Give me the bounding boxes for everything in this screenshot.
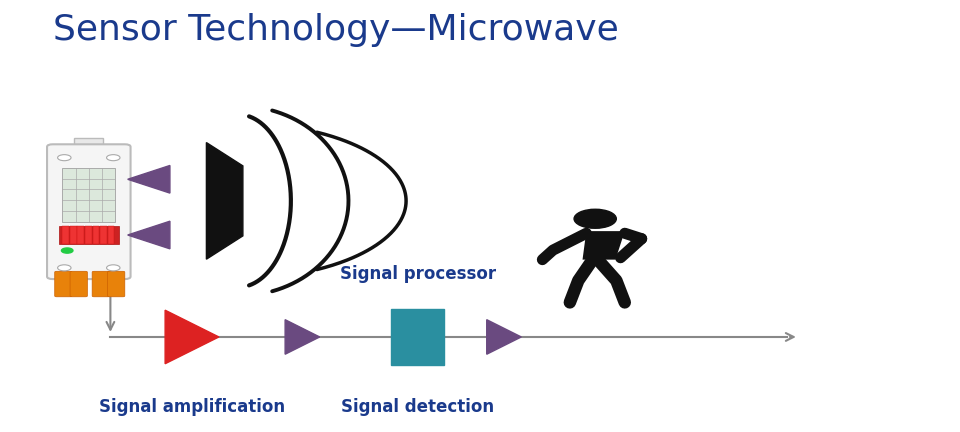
FancyBboxPatch shape bbox=[70, 271, 87, 297]
Bar bbox=[75, 138, 104, 149]
Text: Signal processor: Signal processor bbox=[340, 265, 495, 283]
Text: Sensor Technology—Microwave: Sensor Technology—Microwave bbox=[53, 13, 618, 47]
Circle shape bbox=[58, 155, 71, 161]
Polygon shape bbox=[285, 320, 320, 354]
Polygon shape bbox=[206, 143, 243, 259]
FancyBboxPatch shape bbox=[92, 271, 109, 297]
Circle shape bbox=[107, 265, 120, 271]
Bar bbox=[85, 226, 91, 244]
Bar bbox=[78, 226, 84, 244]
Polygon shape bbox=[165, 310, 219, 364]
Circle shape bbox=[107, 155, 120, 161]
Bar bbox=[108, 226, 114, 244]
Polygon shape bbox=[583, 231, 625, 260]
Bar bbox=[100, 226, 107, 244]
Bar bbox=[70, 226, 77, 244]
Bar bbox=[92, 226, 99, 244]
FancyBboxPatch shape bbox=[47, 144, 131, 279]
FancyBboxPatch shape bbox=[108, 271, 125, 297]
Text: Signal detection: Signal detection bbox=[341, 398, 494, 416]
Bar bbox=[62, 226, 69, 244]
Text: Signal amplification: Signal amplification bbox=[99, 398, 285, 416]
Circle shape bbox=[58, 265, 71, 271]
Bar bbox=[59, 226, 119, 244]
Polygon shape bbox=[128, 165, 170, 193]
Bar bbox=[62, 168, 115, 222]
FancyBboxPatch shape bbox=[55, 271, 72, 297]
Bar bbox=[392, 309, 444, 365]
Polygon shape bbox=[487, 320, 521, 354]
Polygon shape bbox=[128, 221, 170, 249]
Circle shape bbox=[574, 209, 616, 228]
Circle shape bbox=[61, 248, 73, 253]
